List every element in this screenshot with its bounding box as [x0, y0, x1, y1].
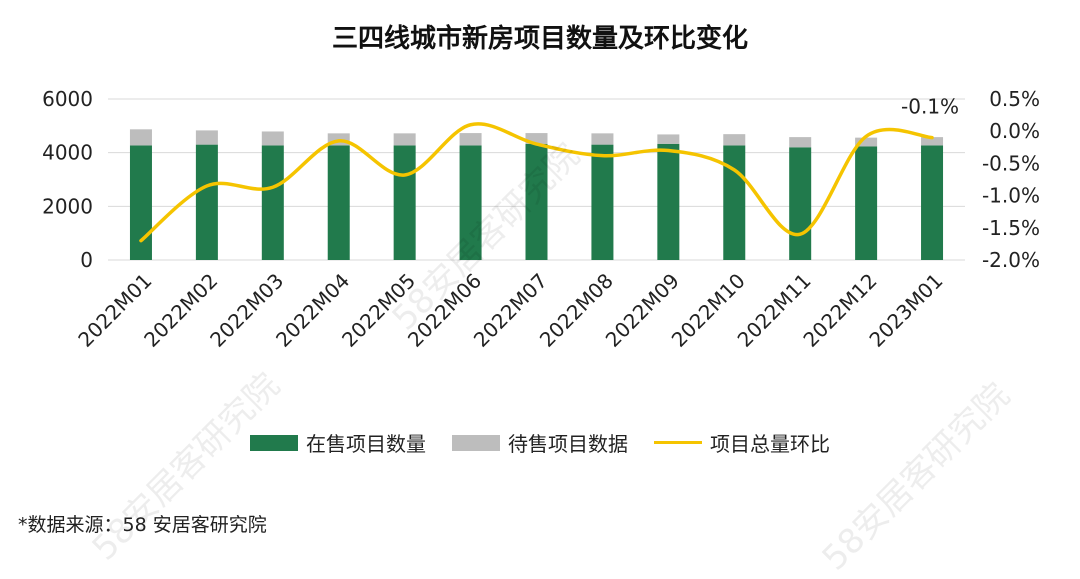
bar-pending	[591, 133, 614, 145]
left-axis-tick-label: 4000	[42, 141, 93, 165]
bar-pending	[789, 137, 812, 148]
right-axis-tick-label: -2.0%	[982, 248, 1040, 272]
data-label-last: -0.1%	[901, 95, 959, 119]
legend-swatch-mom-change	[654, 441, 702, 444]
bar-pending	[261, 131, 284, 146]
legend: 在售项目数量 待售项目数据 项目总量环比	[0, 428, 1080, 457]
bar-on-sale	[723, 145, 746, 260]
right-axis-tick-label: -1.0%	[982, 184, 1040, 208]
line-mom-change	[139, 122, 934, 243]
chart-title: 三四线城市新房项目数量及环比变化	[331, 24, 748, 54]
bar-on-sale	[921, 145, 944, 260]
bar-on-sale	[327, 145, 350, 260]
chart-canvas: 6000 4000 2000 0 0.5% 0.0% -0.5% -1.0% -1.5% -2.0…	[42, 87, 1040, 352]
bar-pending	[459, 133, 482, 146]
legend-label-mom-change: 项目总量环比	[710, 432, 830, 456]
bar-pending	[723, 134, 746, 146]
bar-pending	[129, 129, 152, 146]
source-note: *数据来源：58 安居客研究院	[18, 514, 267, 536]
bar-pending	[921, 137, 944, 146]
right-axis-tick-label: -1.5%	[982, 216, 1040, 240]
legend-swatch-pending	[452, 434, 500, 451]
bar-on-sale	[591, 144, 614, 260]
left-axis-tick-label: 0	[80, 248, 93, 272]
bar-on-sale	[393, 145, 416, 260]
legend-item-pending: 待售项目数据	[452, 428, 628, 457]
bar-pending	[855, 137, 878, 147]
bar-on-sale	[855, 146, 878, 260]
bar-on-sale	[789, 147, 812, 260]
left-axis-tick-label: 2000	[42, 194, 93, 218]
right-axis-tick-label: 0.5%	[989, 87, 1040, 111]
right-axis-tick-label: 0.0%	[989, 119, 1040, 143]
bar-pending	[525, 133, 548, 144]
bar-pending	[393, 133, 416, 146]
legend-item-mom-change: 项目总量环比	[654, 428, 830, 457]
bar-on-sale	[525, 143, 548, 260]
bar-on-sale	[657, 143, 680, 260]
bar-pending	[195, 130, 218, 145]
legend-label-on-sale: 在售项目数量	[306, 432, 426, 456]
left-axis-tick-label: 6000	[42, 87, 93, 111]
bar-on-sale	[129, 145, 152, 260]
right-axis-tick-label: -0.5%	[982, 151, 1040, 175]
legend-item-on-sale: 在售项目数量	[250, 428, 426, 457]
bar-on-sale	[195, 144, 218, 260]
bar-pending	[657, 134, 680, 144]
bar-on-sale	[459, 145, 482, 260]
legend-label-pending: 待售项目数据	[508, 432, 628, 456]
bar-on-sale	[261, 145, 284, 260]
legend-swatch-on-sale	[250, 434, 298, 451]
